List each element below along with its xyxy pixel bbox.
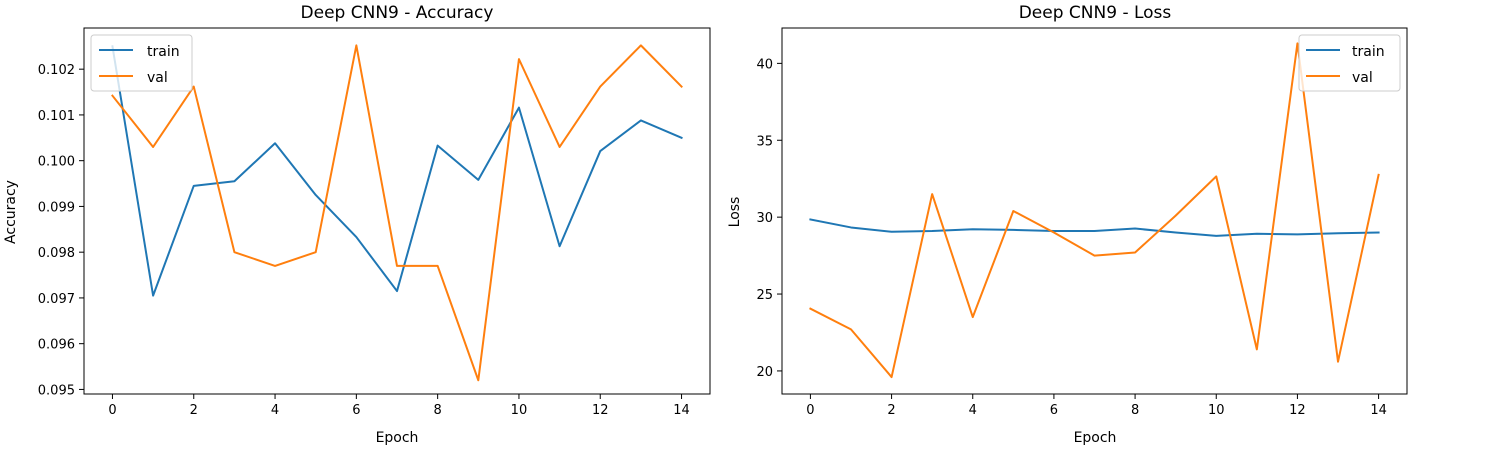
loss-y-axis-label: Loss: [727, 197, 743, 228]
loss-legend-val-label: val: [1352, 70, 1373, 86]
accuracy-x-tick-label: 2: [190, 403, 198, 418]
accuracy-series-train-line: [111, 45, 683, 297]
loss-plot-area: 0 2 4 6 8 10 12 14 20 25 30 35 40: [756, 27, 1408, 418]
loss-x-tick-label: 14: [1370, 403, 1387, 418]
accuracy-y-tick-label: 0.095: [38, 383, 75, 398]
loss-y-tick-label: 35: [756, 134, 773, 149]
accuracy-x-tick-label: 14: [673, 403, 690, 418]
loss-x-tick-label: 4: [969, 403, 977, 418]
accuracy-x-tick-label: 8: [434, 403, 442, 418]
loss-y-tick-label: 40: [756, 57, 773, 72]
loss-legend-train-label: train: [1352, 44, 1385, 60]
accuracy-y-axis-label: Accuracy: [3, 180, 19, 244]
loss-chart-title: Deep CNN9 - Loss: [1019, 3, 1172, 23]
loss-series-train-line: [809, 218, 1380, 237]
accuracy-chart: Deep CNN9 - Accuracy 0 2 4 6 8 10 12 14 0.095 0.0…: [3, 3, 711, 446]
accuracy-legend: train val: [90, 34, 193, 92]
loss-y-tick-label: 30: [756, 211, 773, 226]
accuracy-y-tick-label: 0.099: [38, 200, 75, 215]
accuracy-y-tick-label: 0.097: [38, 292, 75, 307]
loss-axes-frame: [781, 27, 1408, 395]
accuracy-legend-val-label: val: [147, 70, 168, 86]
loss-chart: Deep CNN9 - Loss 0 2 4 6 8 10 12 14 20 25 30 35 40 E…: [727, 3, 1408, 446]
loss-x-tick-label: 10: [1208, 403, 1225, 418]
loss-legend-frame: [1298, 34, 1401, 92]
accuracy-y-tick-label: 0.100: [38, 155, 75, 170]
loss-x-tick-label: 8: [1131, 403, 1139, 418]
accuracy-y-tick-label: 0.098: [38, 246, 75, 261]
accuracy-series-val-line: [111, 44, 683, 382]
loss-y-tick-label: 20: [756, 365, 773, 380]
accuracy-x-tick-label: 10: [511, 403, 528, 418]
loss-x-axis-label: Epoch: [1074, 430, 1117, 446]
loss-series-val-line: [809, 42, 1380, 379]
accuracy-x-tick-label: 6: [352, 403, 360, 418]
accuracy-y-tick-label: 0.102: [38, 63, 75, 78]
loss-x-tick-label: 0: [806, 403, 814, 418]
accuracy-chart-title: Deep CNN9 - Accuracy: [301, 3, 494, 23]
loss-y-tick-label: 25: [756, 288, 773, 303]
accuracy-x-tick-label: 4: [271, 403, 279, 418]
accuracy-y-tick-label: 0.096: [38, 338, 75, 353]
accuracy-x-tick-label: 0: [108, 403, 116, 418]
loss-legend: train val: [1298, 34, 1401, 92]
loss-x-tick-label: 6: [1050, 403, 1058, 418]
loss-x-tick-label: 12: [1289, 403, 1306, 418]
accuracy-x-axis-label: Epoch: [376, 430, 419, 446]
accuracy-axes-frame: [83, 27, 711, 395]
accuracy-legend-train-label: train: [147, 44, 180, 60]
accuracy-plot-area: 0 2 4 6 8 10 12 14 0.095 0.096 0.097 0.098 0.099 0.10…: [38, 27, 711, 418]
accuracy-y-tick-label: 0.101: [38, 109, 75, 124]
loss-x-tick-label: 2: [887, 403, 895, 418]
accuracy-x-tick-label: 12: [592, 403, 609, 418]
